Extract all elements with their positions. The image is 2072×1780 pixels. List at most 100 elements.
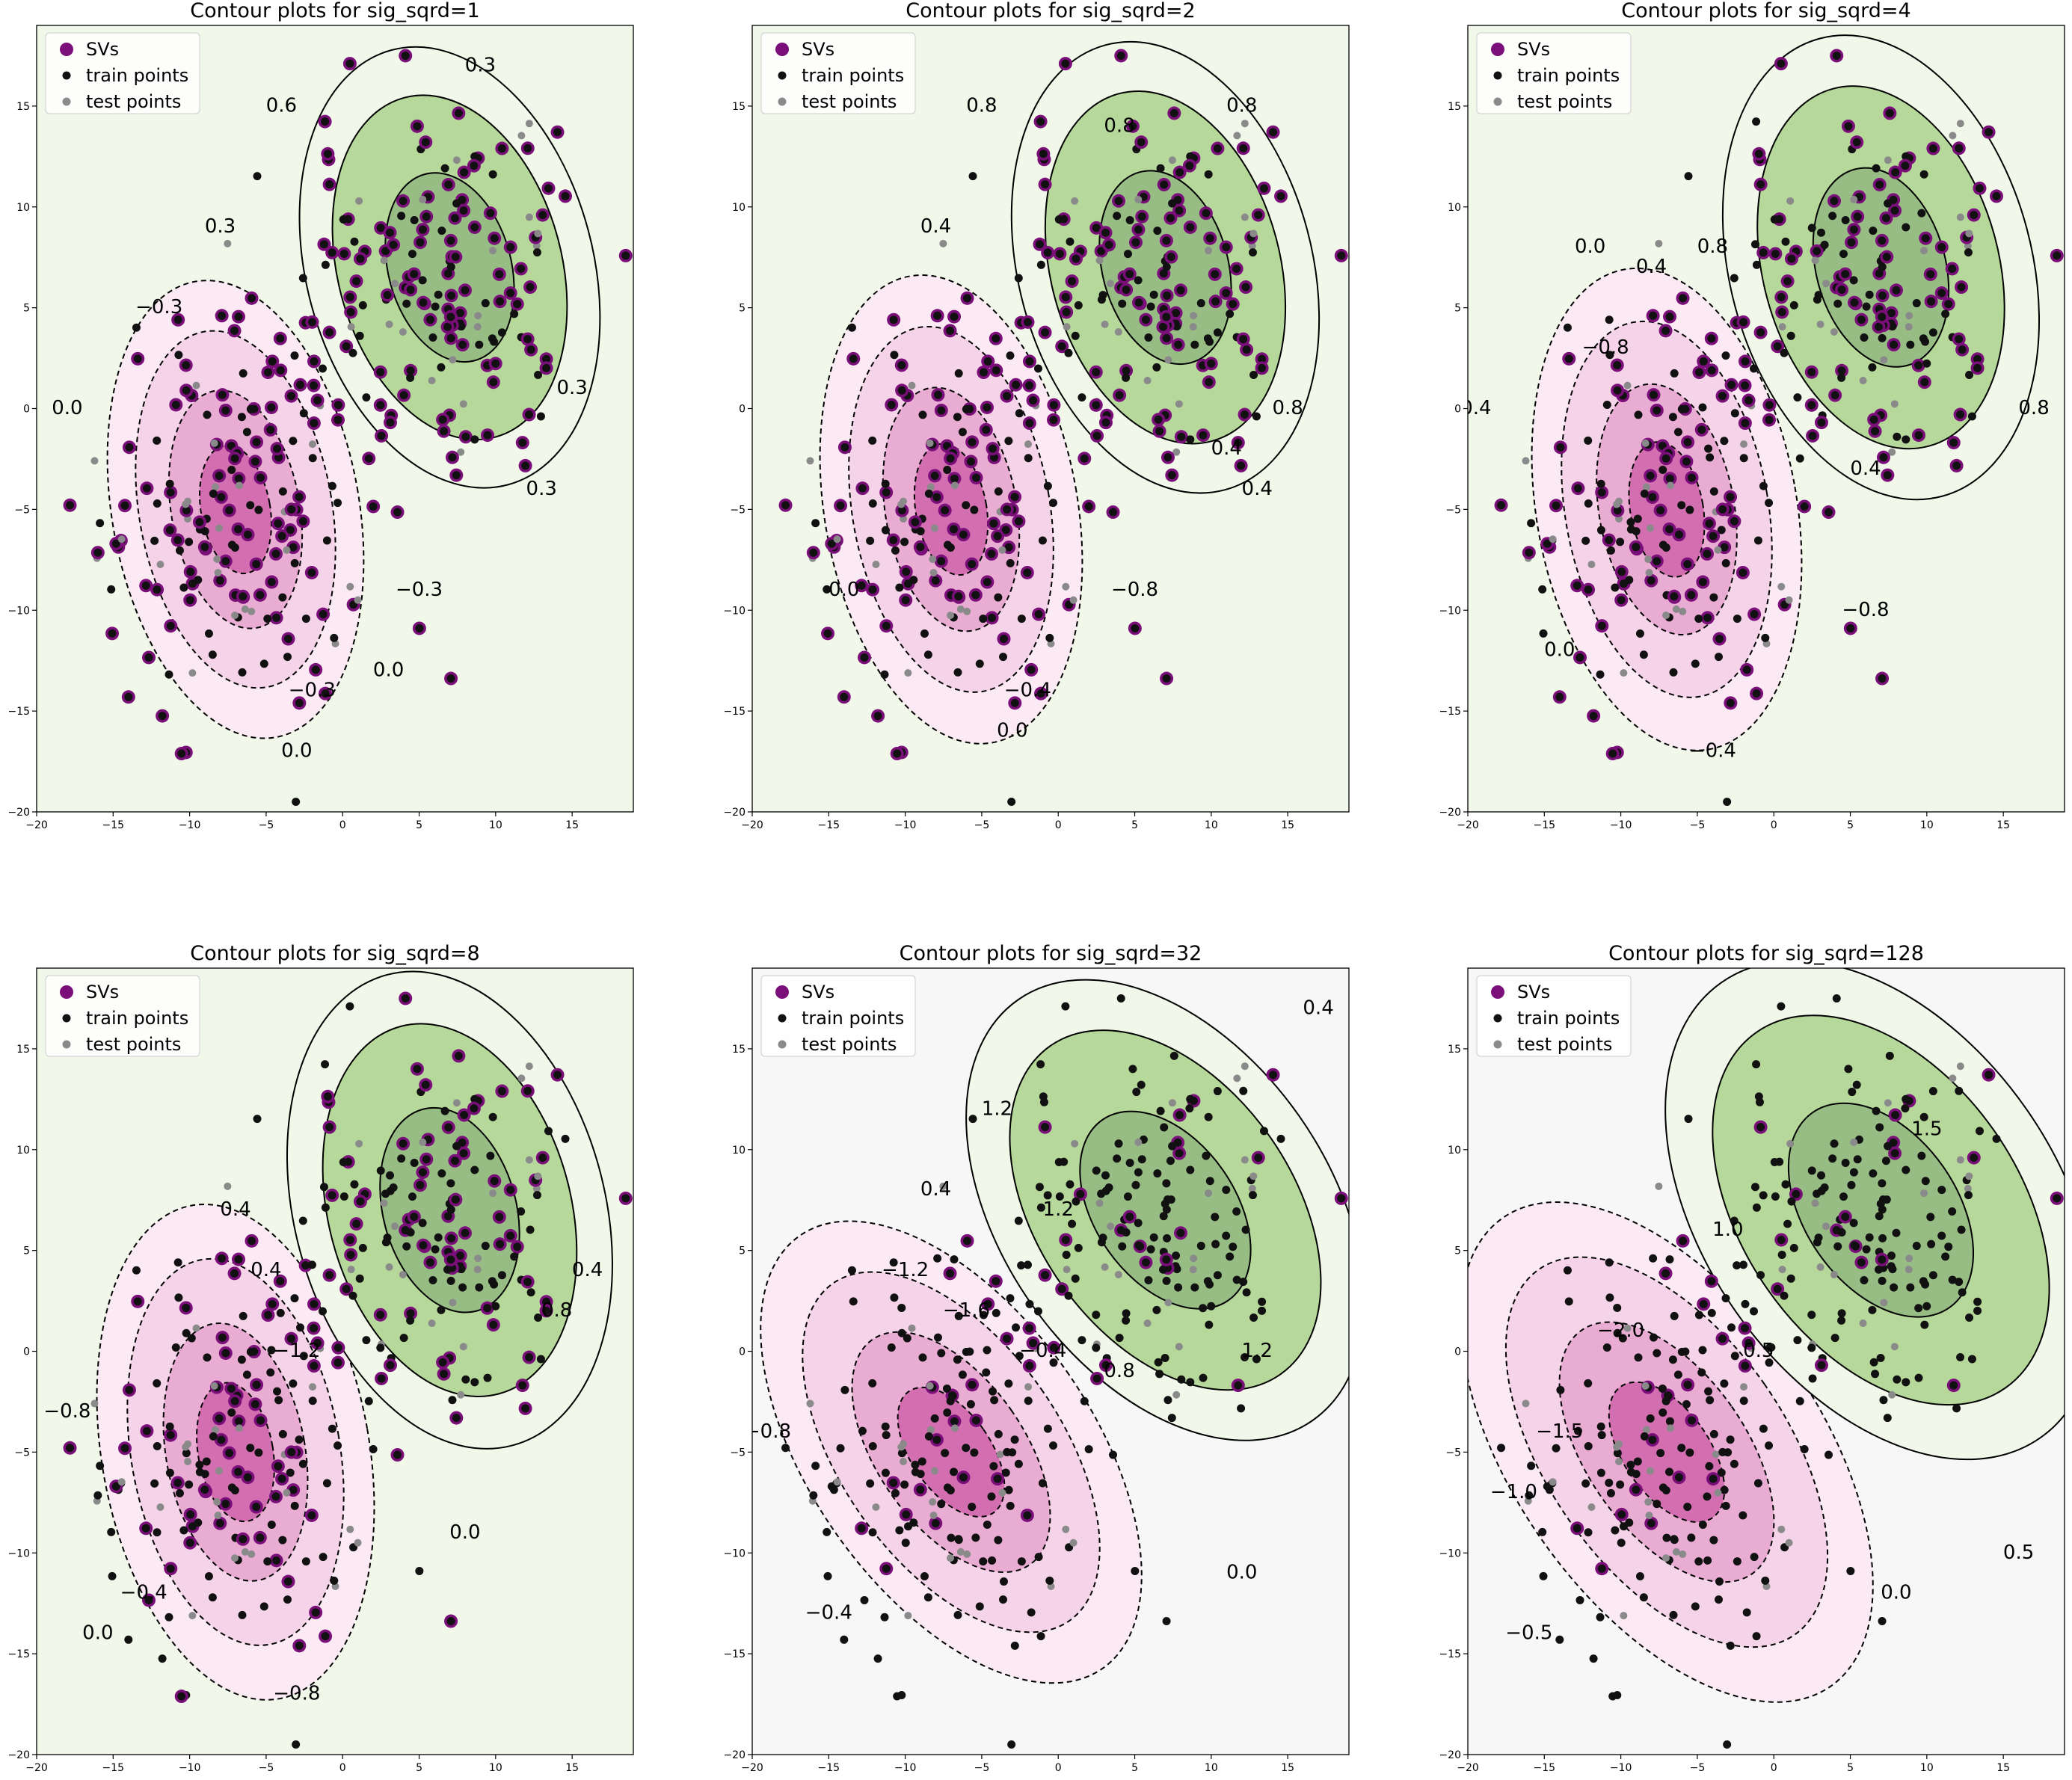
train-point: [950, 474, 959, 483]
train-point: [421, 1080, 430, 1089]
x-tick-label: −5: [259, 819, 274, 831]
train-point: [238, 1610, 247, 1619]
train-point: [1045, 1576, 1054, 1585]
train-point: [1581, 536, 1590, 545]
train-point: [295, 1435, 304, 1444]
y-tick-label: −5: [1445, 504, 1461, 516]
test-point: [309, 440, 317, 449]
test-point: [489, 247, 497, 255]
train-point: [1061, 292, 1070, 301]
test-point: [1646, 1467, 1654, 1475]
train-point: [1833, 1242, 1842, 1251]
test-point: [1905, 1254, 1913, 1263]
test-point: [346, 582, 354, 591]
test-point: [1740, 440, 1748, 449]
train-point: [497, 144, 506, 153]
train-point: [1166, 214, 1175, 223]
train-point: [333, 499, 342, 508]
train-point: [289, 437, 298, 446]
test-point: [473, 323, 482, 331]
test-point: [1785, 596, 1793, 604]
test-point: [872, 1503, 880, 1512]
train-point: [402, 1242, 411, 1251]
train-point: [962, 501, 971, 510]
y-tick-label: −5: [14, 1447, 30, 1459]
train-point: [1258, 354, 1267, 363]
contour-label: 0.8: [1697, 235, 1728, 258]
train-point: [1613, 360, 1622, 369]
train-point: [399, 391, 408, 400]
contour-label: 0.4: [1850, 458, 1881, 480]
legend-marker: [1493, 97, 1502, 106]
train-point: [1765, 401, 1774, 410]
x-tick-label: 10: [1205, 1762, 1218, 1774]
train-point: [1137, 212, 1146, 221]
train-point: [1872, 164, 1881, 173]
train-point: [1186, 152, 1195, 161]
train-point: [1793, 393, 1802, 402]
train-point: [823, 1527, 831, 1536]
train-point: [1670, 369, 1679, 378]
contour-label: 0.4: [572, 1259, 603, 1281]
test-point: [1620, 669, 1628, 677]
axes-frame: [1467, 967, 2065, 1755]
train-point: [1878, 1179, 1887, 1188]
train-point: [536, 412, 545, 421]
test-point: [1890, 1343, 1899, 1351]
train-point: [1928, 1271, 1937, 1280]
train-point: [446, 1205, 455, 1214]
train-point: [120, 1444, 129, 1453]
train-point: [911, 517, 920, 526]
train-point: [1753, 1479, 1762, 1488]
train-point: [916, 543, 925, 552]
train-point: [523, 1086, 532, 1095]
y-tick-label: −5: [730, 504, 746, 516]
train-point: [454, 108, 463, 117]
train-point: [1677, 404, 1686, 413]
train-point: [1034, 610, 1043, 619]
train-point: [457, 1265, 466, 1274]
train-point: [1744, 1339, 1753, 1348]
train-point: [1597, 488, 1606, 497]
train-point: [1538, 585, 1547, 594]
contour-label: 1.5: [1911, 1118, 1942, 1140]
test-point: [1655, 239, 1663, 247]
train-point: [1808, 1374, 1817, 1383]
panel-1: 0.00.30.60.3−0.30.30.3−0.30.00.0−0.3−20−…: [7, 0, 634, 831]
train-point: [488, 1112, 497, 1121]
train-point: [1144, 1275, 1153, 1284]
train-point: [902, 1510, 911, 1519]
test-point: [1811, 256, 1819, 265]
train-point: [983, 578, 992, 587]
test-point: [1623, 1324, 1632, 1332]
contour-label: −0.8: [1111, 579, 1158, 601]
train-point: [1137, 1155, 1146, 1164]
train-point: [1573, 1426, 1582, 1435]
test-point: [1071, 197, 1079, 205]
train-point: [1773, 342, 1782, 351]
x-tick-label: −15: [818, 1762, 840, 1774]
contour-label: 0.3: [526, 478, 557, 500]
train-point: [1241, 1353, 1249, 1362]
train-point: [1122, 366, 1131, 375]
contour-label: 0.3: [465, 54, 496, 76]
train-point: [1162, 1617, 1171, 1626]
train-point: [1077, 1336, 1086, 1345]
train-point: [1632, 543, 1641, 552]
train-point: [1720, 1485, 1729, 1494]
test-point: [1880, 1299, 1888, 1307]
train-point: [402, 299, 411, 308]
test-point: [235, 1424, 243, 1432]
contour-label: −0.8: [1842, 599, 1889, 621]
test-point: [1884, 1099, 1892, 1107]
train-point: [1177, 432, 1186, 441]
train-point: [307, 1511, 316, 1520]
test-point: [926, 1382, 934, 1390]
train-point: [953, 413, 962, 422]
test-point: [926, 439, 934, 447]
train-point: [1661, 1486, 1670, 1495]
train-point: [1584, 1441, 1593, 1450]
train-point: [1817, 1361, 1826, 1370]
test-point: [956, 605, 965, 613]
